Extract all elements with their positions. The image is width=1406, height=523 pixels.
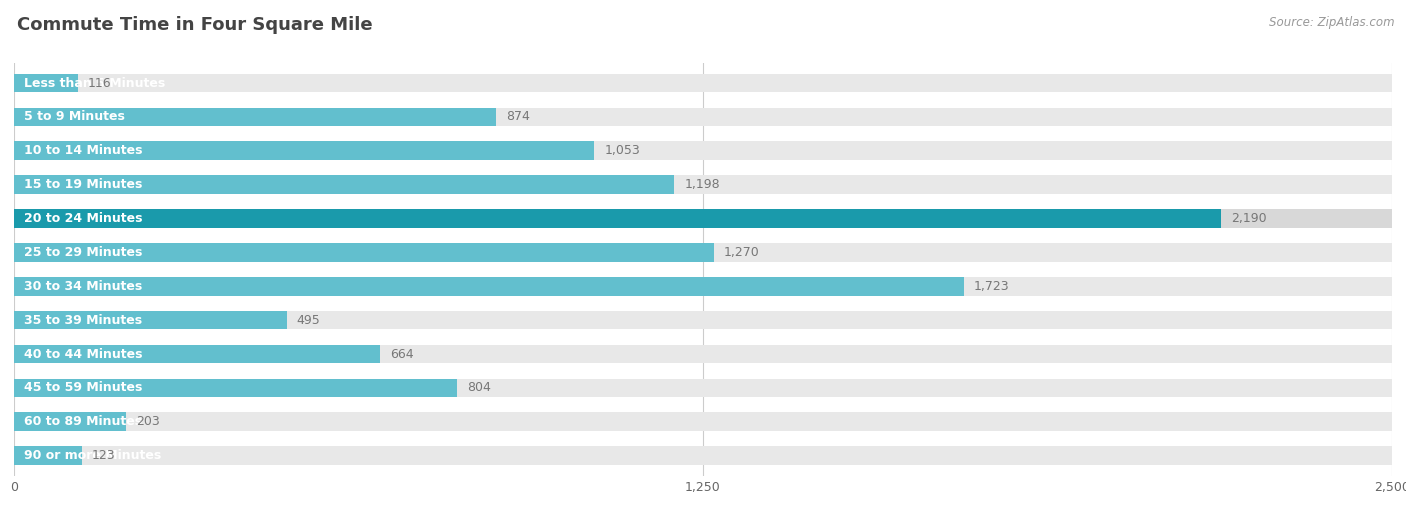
Text: 2,190: 2,190 bbox=[1232, 212, 1267, 225]
Text: 15 to 19 Minutes: 15 to 19 Minutes bbox=[24, 178, 142, 191]
Text: 20 to 24 Minutes: 20 to 24 Minutes bbox=[24, 212, 142, 225]
Bar bbox=[14, 379, 457, 397]
Text: 1,053: 1,053 bbox=[605, 144, 640, 157]
Text: 203: 203 bbox=[136, 415, 160, 428]
Text: 1,723: 1,723 bbox=[973, 280, 1010, 293]
Text: 25 to 29 Minutes: 25 to 29 Minutes bbox=[24, 246, 142, 259]
Text: 40 to 44 Minutes: 40 to 44 Minutes bbox=[24, 347, 142, 360]
Text: 495: 495 bbox=[297, 314, 321, 327]
Bar bbox=[14, 74, 1392, 93]
Bar bbox=[14, 209, 1392, 228]
Text: Commute Time in Four Square Mile: Commute Time in Four Square Mile bbox=[17, 16, 373, 33]
Text: Less than 5 Minutes: Less than 5 Minutes bbox=[24, 76, 166, 89]
Text: 35 to 39 Minutes: 35 to 39 Minutes bbox=[24, 314, 142, 327]
Bar bbox=[14, 243, 1392, 262]
Bar bbox=[14, 142, 595, 160]
Bar bbox=[14, 175, 1392, 194]
Bar bbox=[14, 108, 1392, 126]
Bar bbox=[14, 175, 675, 194]
Text: 60 to 89 Minutes: 60 to 89 Minutes bbox=[24, 415, 142, 428]
Bar bbox=[14, 74, 77, 93]
Text: 116: 116 bbox=[89, 76, 111, 89]
Bar bbox=[14, 142, 1392, 160]
Bar bbox=[14, 345, 380, 363]
Text: 1,198: 1,198 bbox=[685, 178, 720, 191]
Bar bbox=[14, 379, 1392, 397]
Text: 1,270: 1,270 bbox=[724, 246, 759, 259]
Text: 123: 123 bbox=[91, 449, 115, 462]
Bar bbox=[14, 311, 287, 329]
Text: 30 to 34 Minutes: 30 to 34 Minutes bbox=[24, 280, 142, 293]
Text: 664: 664 bbox=[389, 347, 413, 360]
Bar bbox=[14, 446, 82, 465]
Bar bbox=[14, 413, 127, 431]
Text: 90 or more Minutes: 90 or more Minutes bbox=[24, 449, 162, 462]
Bar bbox=[14, 277, 1392, 295]
Bar bbox=[14, 108, 496, 126]
Text: 10 to 14 Minutes: 10 to 14 Minutes bbox=[24, 144, 142, 157]
Bar bbox=[14, 209, 1220, 228]
Text: 45 to 59 Minutes: 45 to 59 Minutes bbox=[24, 381, 142, 394]
Bar bbox=[14, 345, 1392, 363]
Bar bbox=[14, 277, 963, 295]
Bar bbox=[14, 311, 1392, 329]
Bar bbox=[14, 413, 1392, 431]
Text: 804: 804 bbox=[467, 381, 491, 394]
Text: Source: ZipAtlas.com: Source: ZipAtlas.com bbox=[1270, 16, 1395, 29]
Bar bbox=[14, 243, 714, 262]
Text: 874: 874 bbox=[506, 110, 530, 123]
Bar bbox=[14, 446, 1392, 465]
Text: 5 to 9 Minutes: 5 to 9 Minutes bbox=[24, 110, 125, 123]
